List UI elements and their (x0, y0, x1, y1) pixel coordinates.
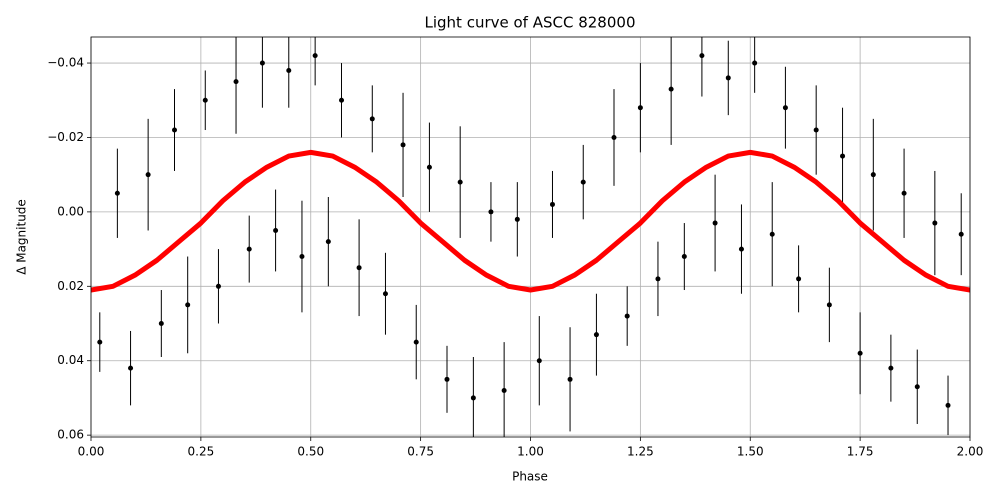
data-point (259, 60, 265, 66)
x-axis-label: Phase (512, 470, 548, 484)
x-tick-label: 0.75 (407, 445, 434, 459)
data-point (681, 254, 687, 260)
data-point (782, 105, 788, 111)
data-point (233, 79, 239, 85)
data-point (514, 216, 520, 222)
data-point (400, 142, 406, 148)
data-point (114, 190, 120, 196)
x-tick-label: 1.00 (517, 445, 544, 459)
data-point (536, 358, 542, 364)
data-point (325, 239, 331, 245)
data-point (580, 179, 586, 185)
data-point (840, 153, 846, 159)
chart-title: Light curve of ASCC 828000 (425, 14, 636, 32)
y-axis-label: Δ Magnitude (15, 199, 29, 275)
ticks: 0.00 0.25 0.50 0.75 1.00 1.25 1.50 1.75 2.00 −0.0… (47, 56, 983, 459)
data-point (738, 246, 744, 252)
data-point (826, 302, 832, 308)
x-tick-label: 2.00 (957, 445, 984, 459)
data-point (549, 201, 555, 207)
data-point (444, 376, 450, 382)
data-point (273, 227, 279, 233)
data-point (901, 190, 907, 196)
data-point (932, 220, 938, 226)
data-point (97, 339, 103, 345)
data-point (382, 291, 388, 297)
data-point (246, 246, 252, 252)
data-point (185, 302, 191, 308)
data-point (369, 116, 375, 122)
data-point (299, 254, 305, 260)
data-point (725, 75, 731, 81)
data-point (796, 276, 802, 282)
x-tick-label: 1.75 (847, 445, 874, 459)
data-point (624, 313, 630, 319)
data-point (312, 53, 318, 59)
y-tick-label: 0.02 (57, 279, 84, 293)
y-tick-label: −0.04 (47, 56, 84, 70)
data-point (668, 86, 674, 92)
y-tick-label: −0.02 (47, 130, 84, 144)
data-point (356, 265, 362, 271)
data-point (870, 172, 876, 178)
x-tick-label: 0.50 (297, 445, 324, 459)
data-point (769, 231, 775, 237)
data-point (426, 164, 432, 170)
data-point (813, 127, 819, 133)
data-point (158, 321, 164, 327)
data-point (215, 283, 221, 289)
y-tick-label: 0.00 (57, 204, 84, 218)
data-point (914, 384, 920, 390)
binned-curve (91, 149, 970, 293)
data-point (488, 209, 494, 215)
data-point (945, 402, 951, 408)
data-point (655, 276, 661, 282)
grid (90, 37, 971, 437)
y-tick-label: 0.04 (57, 353, 84, 367)
data-point (501, 387, 507, 393)
x-tick-label: 1.50 (737, 445, 764, 459)
data-point (752, 60, 758, 66)
data-point (637, 105, 643, 111)
data-point (128, 365, 134, 371)
data-point (567, 376, 573, 382)
data-point (145, 172, 151, 178)
data-point (339, 97, 345, 103)
data-point (286, 67, 292, 73)
data-point (457, 179, 463, 185)
data-point (958, 231, 964, 237)
x-tick-label: 0.25 (188, 445, 215, 459)
data-point (202, 97, 208, 103)
data-point (712, 220, 718, 226)
data-point (888, 365, 894, 371)
data-point (172, 127, 178, 133)
data-point (593, 332, 599, 338)
data-point (611, 134, 617, 140)
x-tick-label: 0.00 (78, 445, 105, 459)
plot-area (91, 37, 970, 437)
data-point (470, 395, 476, 401)
data-point (857, 350, 863, 356)
x-tick-label: 1.25 (627, 445, 654, 459)
data-point (699, 53, 705, 59)
y-tick-label: 0.06 (57, 428, 84, 442)
data-point (413, 339, 419, 345)
